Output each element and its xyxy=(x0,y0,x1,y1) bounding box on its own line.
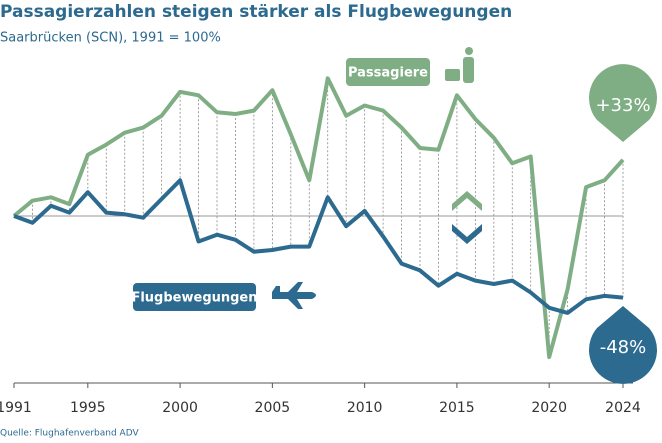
plot: 1991 1995 2000 2005 2010 2015 2020 2024 Passagie… xyxy=(0,58,641,416)
series-line xyxy=(13,178,624,315)
plane-icon xyxy=(272,282,316,309)
source: Quelle: Flughafenverband ADV xyxy=(0,429,139,439)
x-tick-label: 2024 xyxy=(605,400,641,416)
end-label: +33% xyxy=(595,95,650,116)
legend-badge xyxy=(346,58,430,86)
end-drop xyxy=(589,64,658,142)
x-tick-label: 2000 xyxy=(162,400,198,416)
legend-label: Flugbewegungen xyxy=(131,291,257,306)
legend-badge xyxy=(133,283,256,311)
x-tick-label: 1995 xyxy=(70,400,106,416)
x-tick-label: 2005 xyxy=(255,400,291,416)
legend-label: Passagiere xyxy=(348,66,428,81)
passenger-icon xyxy=(445,47,474,83)
end-drop xyxy=(589,306,657,384)
x-tick-label: 2020 xyxy=(531,400,567,416)
x-tick-label: 1991 xyxy=(0,400,32,416)
trend-icon xyxy=(452,191,482,244)
x-tick-label: 2010 xyxy=(347,400,383,416)
x-tick-label: 2015 xyxy=(439,400,475,416)
end-label: -48% xyxy=(600,337,647,358)
chart-title: Passagierzahlen steigen stärker als Flug… xyxy=(0,2,512,22)
chart-subtitle: Saarbrücken (SCN), 1991 = 100% xyxy=(0,31,221,46)
series-line xyxy=(12,76,625,360)
